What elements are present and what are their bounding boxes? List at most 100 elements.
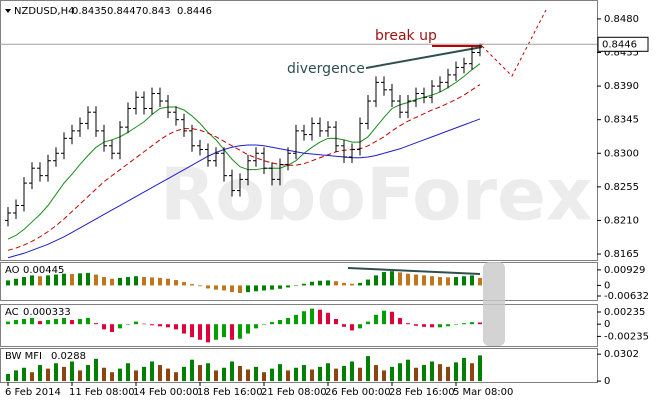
moving-average (7, 118, 481, 259)
indicator-value: 0.00445 (23, 265, 64, 276)
histogram-bar (158, 365, 162, 382)
histogram-bar (462, 323, 466, 325)
histogram-bar (326, 312, 330, 325)
y-tick-label: 0 (604, 280, 610, 291)
histogram-bar (398, 363, 402, 382)
header-high: 0.8447 (107, 6, 142, 17)
histogram-bar (254, 285, 258, 292)
y-tick-label: -0.00235 (604, 331, 649, 342)
x-tick-label: 5 Mar 08:00 (453, 387, 513, 398)
histogram-bar (278, 320, 282, 325)
histogram-bar (302, 365, 306, 382)
histogram-bar (126, 324, 130, 325)
histogram-bar (190, 284, 194, 286)
histogram-bar (422, 324, 426, 327)
selection-box (483, 262, 505, 346)
histogram-bar (150, 277, 154, 286)
histogram-bar (182, 366, 186, 382)
histogram-bar (318, 280, 322, 286)
main-pane (0, 0, 598, 261)
histogram-bar (366, 321, 370, 325)
histogram-bar (326, 280, 330, 286)
histogram-bar (30, 275, 34, 286)
histogram-bar (118, 277, 122, 286)
histogram-bar (254, 324, 258, 329)
histogram-bar (174, 324, 178, 330)
histogram-bar (302, 311, 306, 325)
histogram-bar (94, 323, 98, 325)
histogram-bar (374, 314, 378, 325)
histogram-bar (214, 324, 218, 340)
histogram-bar (294, 285, 298, 286)
histogram-bar (318, 309, 322, 325)
histogram-bar (54, 274, 58, 286)
histogram-bar (278, 285, 282, 289)
histogram-bar (430, 324, 434, 328)
histogram-bar (238, 365, 242, 382)
current-price-box (597, 36, 649, 52)
histogram-bar (70, 274, 74, 286)
menu-arrow[interactable] (5, 9, 11, 13)
histogram-bar (110, 324, 114, 332)
y-tick-label: 0.8345 (604, 115, 639, 126)
histogram-bar (38, 276, 42, 286)
histogram-bar (142, 277, 146, 286)
divergence-line (365, 46, 483, 69)
histogram-bar (374, 275, 378, 286)
histogram-bar (238, 285, 242, 293)
ac-pane (0, 304, 598, 347)
x-tick-label: 18 Feb 16:00 (197, 387, 263, 398)
histogram-bar (382, 310, 386, 325)
histogram-bar (422, 365, 426, 382)
histogram-bar (470, 363, 474, 382)
histogram-bar (390, 311, 394, 325)
y-tick-label: 0.8435 (604, 48, 639, 59)
histogram-bar (414, 324, 418, 326)
histogram-bar (438, 364, 442, 382)
histogram-bar (110, 372, 114, 382)
histogram-bar (462, 276, 466, 286)
y-tick-label: 0.00235 (604, 307, 645, 318)
histogram-bar (398, 272, 402, 286)
histogram-bar (358, 282, 362, 286)
watermark: RoboForex (160, 153, 592, 237)
x-tick-label: 26 Feb 00:00 (325, 387, 391, 398)
histogram-bar (222, 324, 226, 338)
histogram-bar (214, 370, 218, 382)
histogram-bar (446, 324, 450, 327)
histogram-bar (62, 317, 66, 325)
histogram-bar (126, 363, 130, 382)
histogram-bar (22, 277, 26, 286)
x-tick-label: 6 Feb 2014 (5, 387, 61, 398)
indicator-name: AO (5, 265, 20, 276)
annotation-break-up: break up (375, 28, 437, 44)
histogram-bar (302, 283, 306, 286)
histogram-bar (310, 308, 314, 325)
histogram-bar (262, 372, 266, 382)
ao-pane (0, 262, 598, 301)
histogram-bar (358, 324, 362, 329)
histogram-bar (22, 367, 26, 382)
histogram-bar (398, 317, 402, 325)
y-tick-label: 0.00929 (604, 265, 645, 276)
histogram-bar (326, 363, 330, 382)
histogram-bar (62, 366, 66, 382)
histogram-bar (158, 324, 162, 327)
histogram-bar (54, 319, 58, 325)
y-tick-label: 0.0302 (604, 349, 639, 360)
histogram-bar (366, 279, 370, 286)
histogram-bar (166, 324, 170, 328)
histogram-bar (6, 373, 10, 382)
histogram-bar (166, 368, 170, 382)
histogram-bar (94, 358, 98, 382)
histogram-bar (70, 320, 74, 325)
histogram-bar (150, 361, 154, 382)
histogram-bar (182, 282, 186, 286)
y-tick-label: -0.00632 (604, 291, 649, 302)
histogram-bar (78, 319, 82, 325)
histogram-bar (102, 367, 106, 382)
histogram-bar (166, 278, 170, 286)
histogram-bar (334, 319, 338, 325)
histogram-bar (406, 323, 410, 325)
